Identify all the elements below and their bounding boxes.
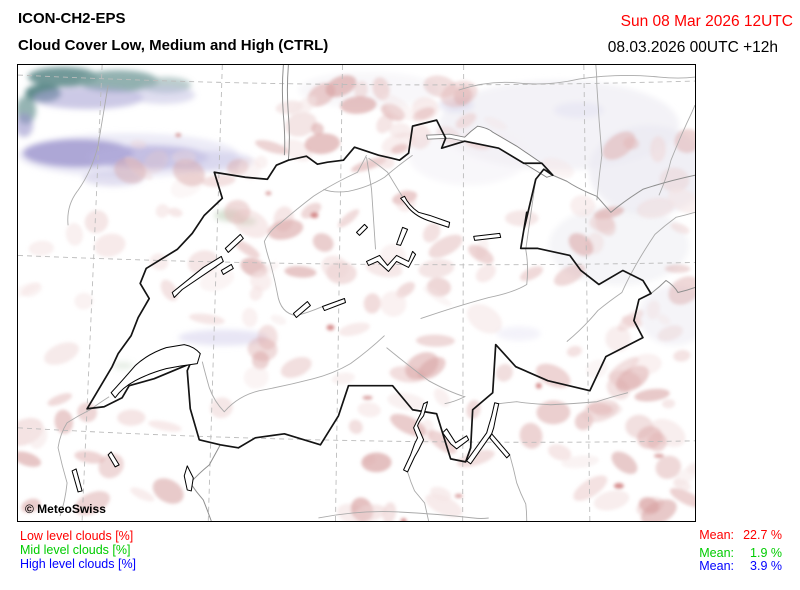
- lake-thun: [292, 301, 311, 319]
- lake-biel: [224, 233, 244, 253]
- lake-lugano: [442, 428, 470, 450]
- mean-mid-label: Mean:: [699, 546, 734, 560]
- lake-neuchatel: [171, 255, 224, 299]
- lake-como: [466, 402, 500, 465]
- run-datetime: 08.03.2026 00UTC +12h: [607, 39, 778, 56]
- swiss-border: [86, 119, 652, 463]
- rivers: [57, 65, 695, 521]
- mean-high-value: 3.9 %: [750, 559, 782, 573]
- legend-low: Low level clouds [%]: [20, 529, 134, 543]
- lake-como-lecco-arm: [489, 433, 511, 459]
- valid-datetime: Sun 08 Mar 2026 12UTC: [620, 13, 793, 30]
- mean-low-value: 22.7 %: [743, 528, 782, 542]
- copyright-label: © MeteoSwiss: [25, 502, 106, 516]
- lake-brienz: [321, 298, 346, 312]
- switzerland-map: [18, 65, 695, 521]
- lake-bourget: [71, 468, 83, 493]
- map-frame: © MeteoSwiss: [17, 64, 696, 522]
- lake-geneva: [110, 344, 201, 399]
- cloud-legend: Low level clouds [%] Mid level clouds [%…: [20, 529, 136, 571]
- legend-high: High level clouds [%]: [20, 557, 137, 571]
- lake-maggiore: [403, 401, 429, 473]
- lake-lucerne: [366, 250, 417, 272]
- lake-sempach: [355, 223, 369, 236]
- model-name: ICON-CH2-EPS: [18, 10, 126, 27]
- mean-mid: Mean: 1.9 %: [699, 547, 782, 560]
- mean-mid-value: 1.9 %: [750, 546, 782, 560]
- small-alpine-lake: [183, 465, 194, 492]
- low-cloud-speckle: [18, 75, 695, 521]
- lake-walen: [473, 232, 502, 241]
- mean-low-label: Mean:: [699, 528, 734, 542]
- mean-low: Mean: 22.7 %: [699, 529, 782, 542]
- mean-high-label: Mean:: [699, 559, 734, 573]
- lakes: [71, 195, 511, 493]
- lake-murten: [220, 263, 234, 275]
- lake-zug: [396, 226, 409, 246]
- lake-zurich: [400, 195, 451, 228]
- product-title: Cloud Cover Low, Medium and High (CTRL): [18, 37, 329, 54]
- legend-mid: Mid level clouds [%]: [20, 543, 131, 557]
- mean-values: Mean: 22.7 % Mean: 1.9 % Mean: 3.9 %: [699, 529, 782, 573]
- mean-high: Mean: 3.9 %: [699, 560, 782, 573]
- lake-annecy: [107, 451, 120, 468]
